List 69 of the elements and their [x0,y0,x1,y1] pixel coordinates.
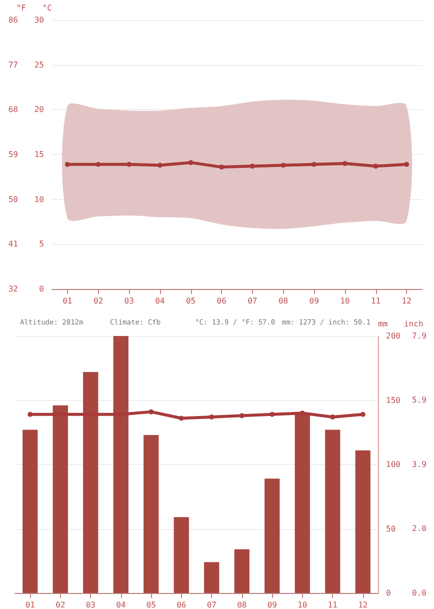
y-axis-title: °C [42,4,52,12]
x-tick-label: 08 [237,600,247,609]
y-tick-label: 10 [34,194,44,204]
bar [325,430,340,593]
bar [355,450,370,593]
y-axis-title: mm [378,320,388,328]
point [239,413,244,418]
x-tick-label: 02 [93,296,104,306]
y-tick-label: 200 [386,332,401,340]
y-tick-label: 30 [34,16,44,24]
y2-axis-title: °F [16,4,26,12]
bar [22,430,38,593]
point [300,410,305,416]
x-tick-label: 07 [206,600,217,609]
bar [234,549,250,593]
y2-tick-label: 59 [8,150,18,159]
x-tick-label: 12 [358,600,368,609]
x-tick-label: 09 [309,296,320,306]
point [28,412,33,417]
y-tick-label: 0 [386,588,391,598]
x-tick-label: 03 [86,600,96,609]
x-tick-label: 04 [155,296,165,306]
point [270,412,275,417]
x-tick-label: 10 [298,600,308,609]
x-tick-label: 10 [340,296,350,306]
x-tick-label: 07 [248,296,258,306]
y2-tick-label: 86 [8,16,18,24]
x-tick-label: 01 [25,600,36,609]
y-tick-label: 15 [34,150,44,159]
y2-tick-label: 5.9 [412,396,427,405]
y2-tick-label: 68 [8,105,18,114]
x-tick-label: 01 [62,296,72,306]
y-tick-label: 50 [386,524,396,534]
y2-tick-label: 41 [8,240,18,249]
x-tick-label: 11 [328,600,338,609]
point [330,414,336,420]
y2-tick-label: 2.0 [412,524,427,534]
y-tick-label: 0 [39,284,44,294]
x-tick-label: 08 [278,296,288,306]
point [178,416,184,421]
x-tick-label: 02 [56,600,66,609]
x-tick-label: 12 [402,296,412,306]
y-tick-label: 100 [386,460,401,469]
y-tick-label: 20 [34,105,44,114]
y2-tick-label: 32 [8,284,18,294]
x-tick-label: 04 [116,600,126,609]
point [209,414,214,420]
x-tick-label: 09 [267,600,278,609]
bar [264,478,280,593]
y-tick-label: 25 [34,60,44,70]
x-tick-label: 05 [146,600,156,609]
y2-tick-label: 77 [8,60,18,70]
y2-tick-label: 0.0 [412,588,427,598]
bar [174,517,189,593]
y2-tick-label: 50 [8,194,18,204]
x-tick-label: 06 [176,600,186,609]
point [360,412,366,417]
x-tick-label: 06 [216,296,227,306]
x-tick-label: 11 [370,296,381,306]
point [148,409,154,414]
y2-tick-label: 7.9 [412,332,427,340]
bar [204,562,220,593]
x-tick-label: 03 [124,296,134,306]
y2-tick-label: 3.9 [412,460,427,469]
y-tick-label: 150 [386,396,401,405]
bar [144,434,159,593]
y-tick-label: 5 [39,240,44,249]
x-tick-label: 05 [186,296,196,306]
y2-axis-title: inch [404,320,424,328]
